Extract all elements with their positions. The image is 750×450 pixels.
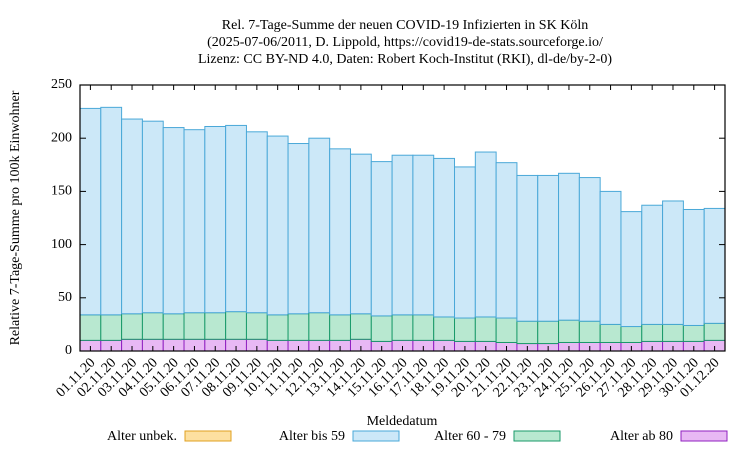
- bar-segment: [599, 190, 622, 325]
- y-tick-label: 100: [51, 237, 72, 252]
- bar-segment: [100, 314, 123, 341]
- bar-segment: [121, 118, 143, 315]
- bar-segment: [245, 312, 268, 340]
- bar-segment: [308, 137, 331, 314]
- bar-segment: [266, 135, 289, 316]
- bar-segment: [558, 319, 580, 343]
- bar-segment: [703, 207, 726, 324]
- bar-segment: [474, 151, 497, 318]
- bar-segment: [141, 312, 164, 340]
- bar-segment: [558, 172, 580, 321]
- legend-swatch: [680, 430, 728, 442]
- bar-segment: [682, 208, 705, 326]
- bar-segment: [308, 312, 331, 341]
- bar-segment: [370, 315, 393, 342]
- y-tick-label: 0: [65, 343, 72, 358]
- bar-segment: [391, 314, 414, 341]
- bar-segment: [329, 314, 351, 341]
- bar-segment: [516, 320, 539, 345]
- bar-segment: [412, 154, 435, 316]
- x-axis-label: Meldedatum: [367, 414, 438, 429]
- bar-segment: [245, 131, 268, 314]
- bar-segment: [599, 323, 622, 343]
- bar-segment: [204, 125, 227, 314]
- bar-segment: [162, 313, 185, 340]
- bar-segment: [225, 124, 247, 313]
- bar-segment: [662, 323, 684, 342]
- bar-segment: [537, 174, 560, 322]
- bar-segment: [641, 323, 664, 342]
- plot-frame: [79, 84, 726, 352]
- bar-segment: [141, 120, 164, 314]
- bar-segment: [412, 314, 435, 341]
- legend-label: Alter 60 - 79: [434, 429, 506, 444]
- legend-swatch: [352, 430, 400, 442]
- legend-swatch: [184, 430, 232, 442]
- bar-segment: [433, 316, 456, 341]
- bar-segment: [183, 129, 206, 314]
- chart-subtitle: Lizenz: CC BY-ND 4.0, Daten: Robert Koch…: [198, 52, 612, 67]
- legend-label: Alter ab 80: [610, 429, 673, 444]
- legend-label: Alter unbek.: [107, 429, 177, 444]
- legend-swatch: [513, 430, 561, 442]
- y-tick-label: 250: [51, 77, 72, 92]
- bar-segment: [495, 317, 518, 343]
- bar-segment: [454, 317, 476, 342]
- y-tick-label: 150: [51, 184, 72, 199]
- bar-segment: [578, 177, 601, 322]
- bar-segment: [266, 314, 289, 341]
- bar-segment: [183, 312, 206, 340]
- chart-title: Rel. 7-Tage-Summe der neuen COVID-19 Inf…: [222, 18, 588, 33]
- legend-label: Alter bis 59: [279, 429, 345, 444]
- bar-segment: [433, 157, 456, 318]
- bar-segment: [495, 162, 518, 319]
- bar-segment: [537, 320, 560, 345]
- bar-segment: [578, 320, 601, 343]
- y-tick-label: 50: [58, 290, 72, 305]
- bar-segment: [79, 314, 102, 341]
- y-axis-label: Relative 7-Tage-Summe pro 100k Einwohner: [8, 90, 23, 345]
- bar-segment: [682, 324, 705, 342]
- chart-subtitle: (2025-07-06/2011, D. Lippold, https://co…: [207, 35, 603, 50]
- bar-segment: [100, 106, 123, 316]
- bar-segment: [516, 174, 539, 322]
- bar-segment: [703, 322, 726, 341]
- bar-segment: [370, 161, 393, 317]
- bar-segment: [454, 166, 476, 319]
- bar-segment: [287, 143, 310, 315]
- bar-segment: [225, 311, 247, 340]
- bar-segment: [329, 148, 351, 316]
- bar-segment: [349, 313, 372, 340]
- bar-segment: [204, 312, 227, 340]
- bar-segment: [620, 211, 643, 328]
- bar-segment: [391, 154, 414, 316]
- bar-segment: [287, 313, 310, 341]
- bar-segment: [474, 316, 497, 342]
- bar-segment: [620, 326, 643, 343]
- bar-segment: [121, 313, 143, 340]
- bar-segment: [349, 153, 372, 315]
- y-tick-label: 200: [51, 130, 72, 145]
- bar-segment: [162, 127, 185, 315]
- bar-segment: [641, 204, 664, 325]
- bar-segment: [79, 107, 102, 316]
- bar-segment: [662, 200, 684, 325]
